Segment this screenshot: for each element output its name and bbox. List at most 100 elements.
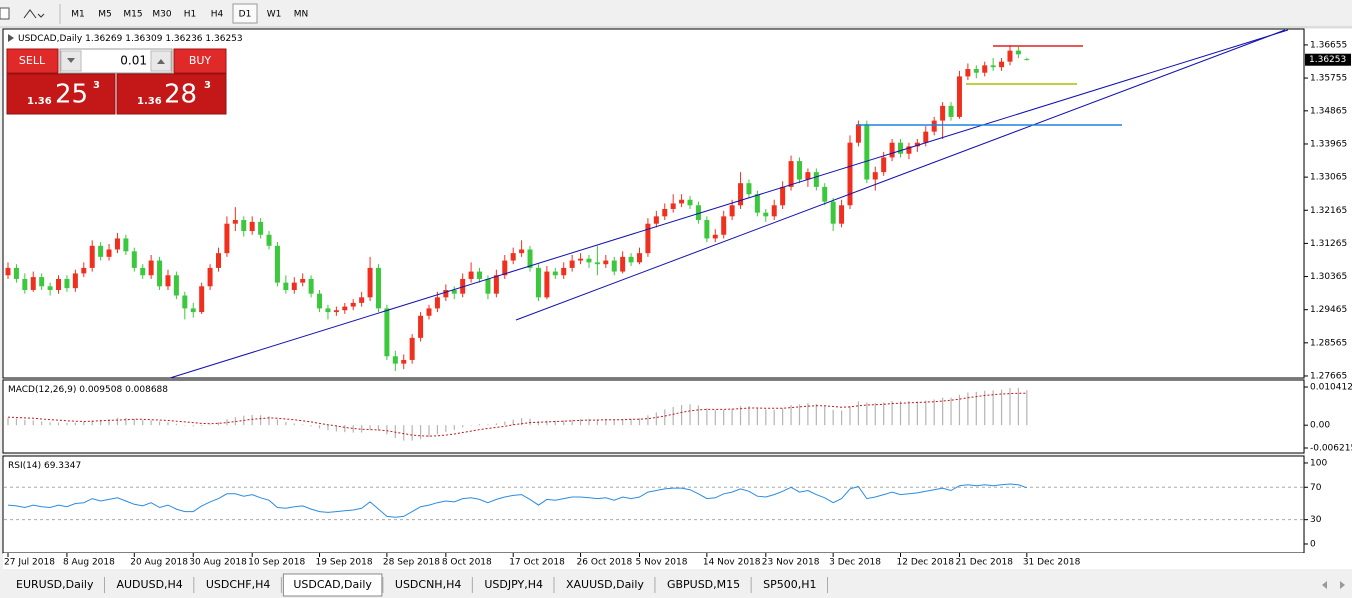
macd-bar bbox=[1009, 388, 1011, 426]
macd-bar bbox=[638, 418, 641, 426]
y-tick-label: 1.36655 bbox=[1310, 40, 1347, 50]
macd-bar bbox=[916, 401, 918, 426]
tab[interactable] bbox=[474, 574, 553, 596]
timeframe-button[interactable]: D1 bbox=[239, 10, 252, 20]
tab[interactable] bbox=[106, 574, 193, 596]
trade-panel: SELL 0.01 BUY 1.36 25 3 1.36 28 3 bbox=[6, 48, 227, 115]
macd-bar bbox=[874, 402, 876, 426]
timeframe-button[interactable]: H1 bbox=[184, 10, 197, 20]
x-tick-label: 10 Sep 2018 bbox=[248, 558, 305, 568]
buy-button[interactable] bbox=[173, 48, 227, 74]
timeframe-button[interactable]: M15 bbox=[123, 10, 142, 20]
toolbar-icon[interactable] bbox=[23, 9, 45, 19]
tab[interactable] bbox=[195, 574, 281, 596]
macd-bar bbox=[352, 425, 354, 433]
macd-bar bbox=[403, 425, 405, 441]
tab[interactable] bbox=[384, 574, 472, 596]
tab-label: SP500,H1 bbox=[763, 578, 816, 591]
candle-body bbox=[241, 220, 247, 232]
timeframe-button[interactable]: MN bbox=[294, 10, 309, 20]
macd-bar bbox=[883, 402, 885, 426]
macd-bar bbox=[470, 425, 472, 426]
timeframe-button[interactable]: M5 bbox=[98, 10, 112, 20]
high: 1.36309 bbox=[125, 34, 162, 44]
macd-bar bbox=[150, 420, 152, 426]
macd-bar bbox=[428, 425, 430, 437]
candle-body bbox=[881, 157, 887, 173]
macd-bar bbox=[655, 412, 657, 426]
candle-body bbox=[300, 278, 306, 283]
macd-bar bbox=[487, 424, 489, 426]
ask-box[interactable] bbox=[116, 73, 227, 115]
sell-button[interactable] bbox=[6, 48, 59, 74]
candle-body bbox=[763, 212, 769, 217]
macd-bar bbox=[630, 418, 632, 426]
active-timeframe-box bbox=[232, 3, 258, 24]
candle-body bbox=[5, 267, 11, 276]
tab[interactable] bbox=[6, 574, 104, 596]
macd-bar bbox=[49, 422, 51, 426]
tab[interactable] bbox=[555, 574, 654, 596]
close: 1.36253 bbox=[205, 34, 242, 44]
candle-body bbox=[22, 278, 28, 290]
rsi-pane bbox=[2, 455, 1305, 554]
candle-body bbox=[889, 142, 895, 158]
indicator-name: MACD(12,26,9) bbox=[8, 385, 76, 395]
candle-body bbox=[704, 220, 710, 239]
candle-body bbox=[443, 289, 449, 298]
tab-scroll[interactable] bbox=[1322, 581, 1345, 589]
candle-body bbox=[342, 306, 348, 311]
macd-bar bbox=[361, 425, 363, 433]
macd-bar bbox=[950, 397, 952, 426]
macd-bar bbox=[158, 421, 161, 426]
tab-label: USDCNH,H4 bbox=[395, 578, 461, 591]
candle-body bbox=[375, 267, 381, 309]
toolbar-icon[interactable] bbox=[0, 7, 10, 20]
candle-body bbox=[98, 245, 104, 257]
candle-body bbox=[418, 315, 424, 338]
candle-body bbox=[788, 161, 794, 187]
channel-lower bbox=[515, 29, 1286, 321]
macd-bar bbox=[293, 423, 295, 426]
candle-body bbox=[620, 256, 626, 272]
macd-bar bbox=[310, 425, 312, 427]
x-tick-label: 30 Aug 2018 bbox=[189, 558, 247, 568]
macd-bar bbox=[689, 404, 691, 426]
candle-body bbox=[401, 359, 407, 364]
macd-bar bbox=[453, 425, 455, 430]
y-tick-label: 1.33965 bbox=[1310, 139, 1347, 149]
y-tick-label: 30 bbox=[1310, 515, 1322, 525]
last-price-label: 1.36253 bbox=[1309, 55, 1346, 65]
tab[interactable] bbox=[282, 573, 383, 597]
candle-body bbox=[552, 271, 558, 276]
tab[interactable] bbox=[656, 574, 751, 596]
x-tick-label: 21 Dec 2018 bbox=[955, 558, 1013, 568]
x-tick-label: 28 Sep 2018 bbox=[383, 558, 440, 568]
candle-body bbox=[114, 238, 120, 250]
y-tick-label: -0.006215 bbox=[1310, 443, 1352, 453]
x-tick-label: 14 Nov 2018 bbox=[703, 558, 761, 568]
timeframe-button[interactable]: H4 bbox=[211, 10, 224, 20]
timeframe-button[interactable]: M1 bbox=[71, 10, 85, 20]
tab[interactable] bbox=[753, 574, 827, 596]
candle-body bbox=[47, 286, 53, 290]
candle-body bbox=[106, 249, 112, 257]
macd-pane bbox=[2, 379, 1305, 454]
candle-body bbox=[148, 260, 154, 276]
bid-box[interactable] bbox=[6, 73, 116, 115]
macd-value: 0.009508 bbox=[79, 385, 122, 395]
arrow-icon bbox=[157, 59, 165, 64]
macd-header: MACD(12,26,9) 0.009508 0.008688 bbox=[8, 385, 168, 395]
timeframe-button[interactable]: M30 bbox=[152, 10, 171, 20]
macd-bar bbox=[268, 416, 270, 426]
tab-label: GBPUSD,M15 bbox=[667, 578, 740, 591]
candle-body bbox=[266, 234, 272, 246]
candle-body bbox=[754, 194, 760, 213]
candle-body bbox=[350, 302, 356, 307]
ask-prefix: 1.36 bbox=[137, 96, 162, 107]
candle-body bbox=[409, 337, 415, 360]
macd-bar bbox=[276, 419, 279, 426]
timeframe-button[interactable]: W1 bbox=[267, 10, 282, 20]
ask-point: 3 bbox=[204, 80, 211, 91]
